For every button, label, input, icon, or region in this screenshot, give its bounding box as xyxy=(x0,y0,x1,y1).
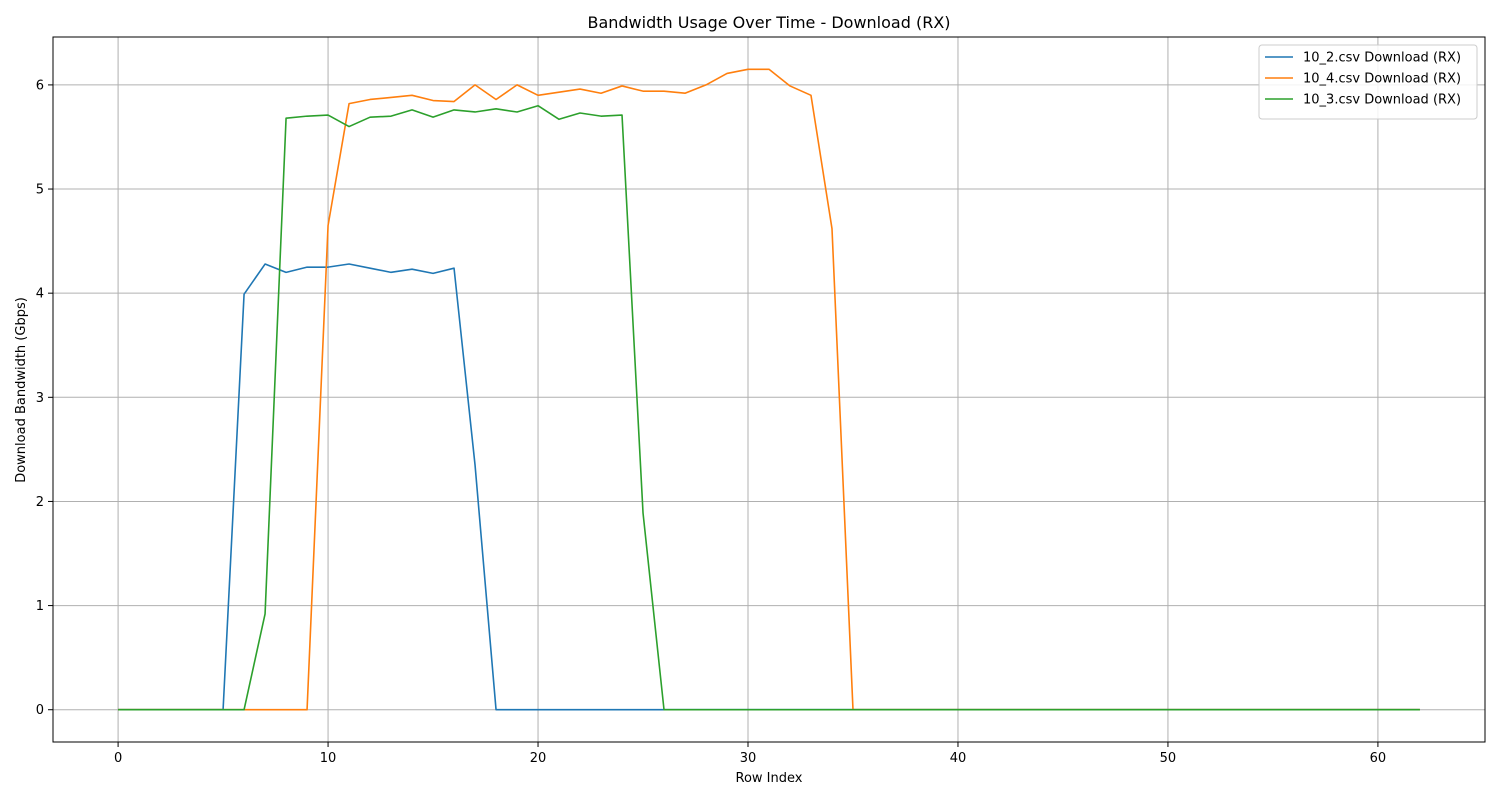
y-tick-label: 0 xyxy=(36,703,44,718)
y-axis: 0 1 2 3 4 5 6 xyxy=(36,78,53,718)
legend-label-1: 10_2.csv Download (RX) xyxy=(1303,51,1461,66)
legend-label-2: 10_4.csv Download (RX) xyxy=(1303,72,1461,87)
y-tick-label: 4 xyxy=(36,287,44,302)
x-tick-label: 10 xyxy=(320,751,337,766)
y-tick-label: 5 xyxy=(36,183,44,198)
series-line-3 xyxy=(118,104,1420,711)
series-line-1 xyxy=(118,263,1420,711)
x-tick-label: 60 xyxy=(1370,751,1387,766)
grid-lines xyxy=(53,37,1485,742)
x-tick-label: 30 xyxy=(740,751,757,766)
legend-label-3: 10_3.csv Download (RX) xyxy=(1303,93,1461,108)
legend-box xyxy=(1258,44,1478,120)
y-tick-label: 3 xyxy=(36,391,44,406)
y-tick-label: 2 xyxy=(36,495,44,510)
plot-frame xyxy=(52,36,1486,743)
x-axis: 0 10 20 30 40 50 60 xyxy=(114,742,1386,766)
chart-title: Bandwidth Usage Over Time - Download (RX… xyxy=(587,13,950,32)
x-tick-label: 20 xyxy=(530,751,547,766)
x-tick-label: 0 xyxy=(114,751,122,766)
y-tick-label: 1 xyxy=(36,599,44,614)
series-layer xyxy=(118,68,1420,711)
x-tick-label: 50 xyxy=(1160,751,1177,766)
x-tick-label: 40 xyxy=(950,751,967,766)
y-axis-label: Download Bandwidth (Gbps) xyxy=(14,297,29,483)
y-tick-label: 6 xyxy=(36,78,44,93)
legend: 10_2.csv Download (RX) 10_4.csv Download … xyxy=(1258,44,1478,120)
series-line-2 xyxy=(118,68,1420,711)
x-axis-label: Row Index xyxy=(736,771,803,786)
